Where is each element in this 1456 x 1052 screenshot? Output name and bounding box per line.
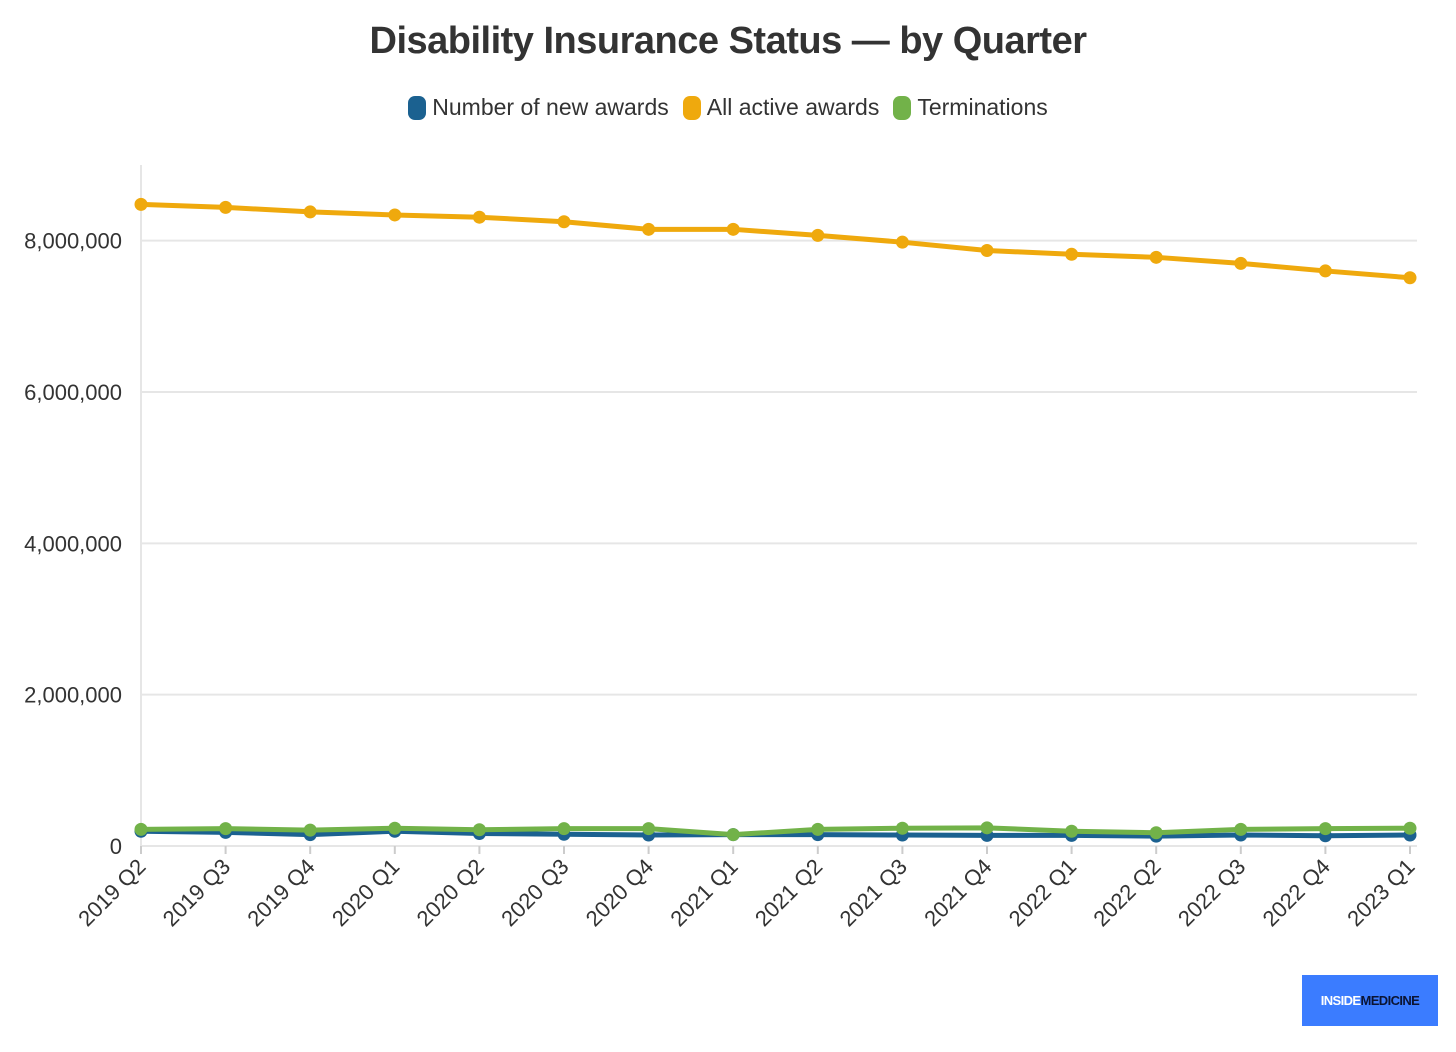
data-point: [1318, 822, 1332, 836]
legend-label-terminations: Terminations: [917, 94, 1048, 120]
data-point: [1234, 822, 1248, 836]
x-tick-label: 2021 Q1: [665, 854, 742, 931]
data-point: [219, 822, 233, 836]
data-point: [980, 821, 994, 835]
data-point: [219, 200, 233, 214]
data-point: [303, 205, 317, 219]
x-tick-label: 2019 Q3: [158, 854, 235, 931]
data-point: [1065, 824, 1079, 838]
data-point: [811, 822, 825, 836]
x-tick-label: 2022 Q3: [1173, 854, 1250, 931]
legend-swatch-terminations: [893, 95, 912, 120]
data-point: [303, 823, 317, 837]
brand-logo-part-medicine: MEDICINE: [1360, 993, 1420, 1008]
x-tick-label: 2022 Q1: [1004, 854, 1081, 931]
brand-logo: INSIDE MEDICINE: [1302, 975, 1438, 1026]
data-point: [472, 823, 486, 837]
data-point: [895, 235, 909, 249]
x-tick-label: 2019 Q2: [73, 854, 150, 931]
data-point: [1318, 264, 1332, 278]
series-line: [138, 828, 1413, 839]
brand-logo-part-inside: INSIDE: [1320, 993, 1361, 1008]
series-line: [138, 825, 1413, 838]
legend-item-new-awards[interactable]: Number of new awards: [408, 94, 669, 121]
x-tick-label: 2022 Q2: [1088, 854, 1165, 931]
x-tick-label: 2020 Q2: [412, 854, 489, 931]
chart-title: Disability Insurance Status — by Quarter: [369, 20, 1088, 62]
x-tick-label: 2022 Q4: [1258, 854, 1335, 931]
series-line: [138, 201, 1413, 281]
x-tick-label: 2020 Q1: [327, 854, 404, 931]
x-tick-label: 2021 Q3: [835, 854, 912, 931]
data-point: [557, 215, 571, 229]
data-point: [811, 228, 825, 242]
data-point: [388, 821, 402, 835]
y-tick-label: 2,000,000: [24, 683, 122, 708]
data-point: [1403, 271, 1417, 285]
legend-item-terminations[interactable]: Terminations: [893, 94, 1048, 121]
data-point: [1065, 247, 1079, 261]
data-point: [1234, 256, 1248, 270]
data-point: [472, 210, 486, 224]
x-tick-label: 2021 Q2: [750, 854, 827, 931]
x-tick-label: 2021 Q4: [919, 854, 996, 931]
data-point: [642, 822, 656, 836]
data-point: [895, 821, 909, 835]
data-point: [1403, 821, 1417, 835]
legend-item-active-awards[interactable]: All active awards: [682, 94, 880, 121]
x-tick-label: 2020 Q3: [496, 854, 573, 931]
y-tick-label: 0: [110, 834, 122, 859]
x-tick-label: 2020 Q4: [581, 854, 658, 931]
y-tick-label: 8,000,000: [24, 229, 122, 254]
data-point: [134, 197, 148, 211]
data-point: [1149, 250, 1163, 264]
chart-legend: Number of new awards All active awards T…: [0, 94, 1456, 121]
legend-swatch-active-awards: [682, 95, 701, 120]
data-point: [642, 222, 656, 236]
legend-label-new-awards: Number of new awards: [432, 94, 669, 120]
legend-label-active-awards: All active awards: [706, 94, 880, 120]
data-point: [726, 828, 740, 842]
x-tick-label: 2023 Q1: [1342, 854, 1419, 931]
data-point: [980, 244, 994, 258]
data-point: [388, 208, 402, 222]
data-point: [134, 822, 148, 836]
y-tick-label: 6,000,000: [24, 380, 122, 405]
data-point: [1149, 826, 1163, 840]
data-point: [726, 222, 740, 236]
y-tick-label: 4,000,000: [24, 531, 122, 556]
data-point: [557, 822, 571, 836]
x-tick-label: 2019 Q4: [242, 854, 319, 931]
legend-swatch-new-awards: [408, 95, 427, 120]
